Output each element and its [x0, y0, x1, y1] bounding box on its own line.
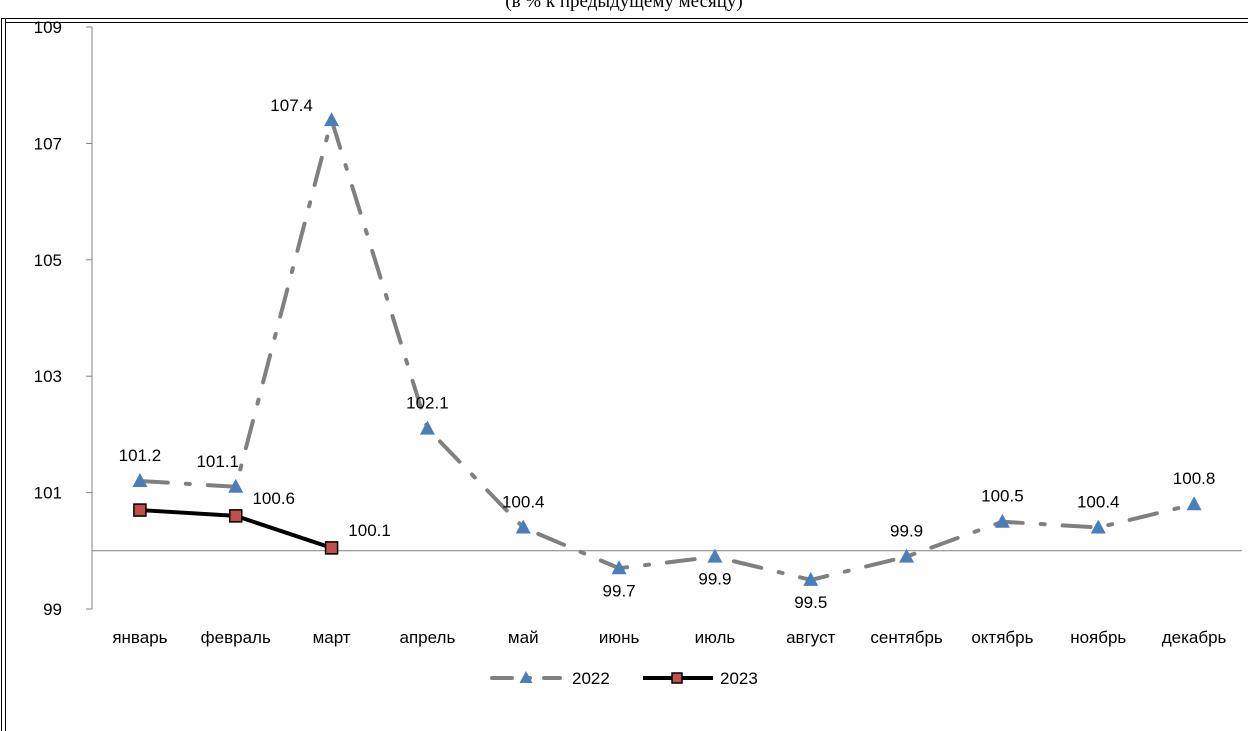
- x-tick-label: январь: [112, 628, 167, 647]
- x-axis: январь февраль март апрель май июнь июль август…: [92, 550, 1242, 647]
- series-line-2022: [137, 112, 1197, 582]
- data-label-2022: 99.7: [603, 581, 636, 600]
- point-marker-2022: [515, 519, 531, 534]
- series-lines: [132, 112, 1202, 586]
- point-marker-2022: [994, 513, 1010, 528]
- point-marker-2022: [611, 560, 627, 575]
- x-tick-label: июнь: [599, 628, 640, 647]
- legend-marker-2023: [671, 672, 683, 684]
- chart-subtitle: (в % к предыдущему месяцу): [505, 0, 743, 12]
- x-tick-label: октябрь: [971, 628, 1033, 647]
- data-label-2022: 99.9: [698, 570, 731, 589]
- x-tick-label: март: [313, 628, 351, 647]
- data-label-2022: 101.1: [196, 452, 239, 471]
- x-tick-label: сентябрь: [870, 628, 943, 647]
- data-label-2022: 107.4: [270, 96, 313, 115]
- legend: 2022 2023: [490, 669, 758, 688]
- point-marker-2022: [132, 472, 148, 487]
- point-marker-2023: [133, 503, 147, 517]
- x-tick-label: апрель: [400, 628, 456, 647]
- y-tick-label: 99: [43, 600, 62, 619]
- point-marker-2023: [229, 509, 243, 523]
- point-marker-2022: [707, 548, 723, 563]
- y-tick-label: 109: [34, 18, 62, 37]
- data-label-2022: 100.5: [981, 487, 1024, 506]
- point-marker-2022: [228, 478, 244, 493]
- data-label-2022: 99.9: [890, 522, 923, 541]
- point-marker-2022: [803, 571, 819, 586]
- point-marker-2022: [419, 420, 435, 435]
- y-axis: 99 101 103 105 107 109: [34, 18, 93, 619]
- x-tick-label: июль: [695, 628, 736, 647]
- x-tick-label: август: [786, 628, 835, 647]
- data-label-2023: 100.1: [348, 521, 391, 540]
- x-tick-label: ноябрь: [1070, 628, 1126, 647]
- x-tick-label: май: [508, 628, 539, 647]
- point-marker-2022: [899, 548, 915, 563]
- x-tick-label: декабрь: [1162, 628, 1227, 647]
- data-label-2022: 100.4: [1077, 493, 1120, 512]
- x-tick-label: февраль: [201, 628, 271, 647]
- legend-label-2023: 2023: [720, 669, 758, 688]
- data-label-2022: 102.1: [406, 394, 449, 413]
- y-tick-label: 107: [34, 134, 62, 153]
- point-marker-2022: [1090, 519, 1106, 534]
- legend-label-2022: 2022: [572, 669, 610, 688]
- data-label-2022: 101.2: [119, 446, 162, 465]
- y-tick-label: 101: [34, 484, 62, 503]
- point-marker-2022: [324, 112, 340, 127]
- data-labels: 101.2 101.1 107.4 102.1 100.4 99.7 99.9 99.5 99.…: [119, 96, 1216, 612]
- point-marker-2023: [324, 541, 339, 555]
- data-label-2022: 100.4: [502, 493, 545, 512]
- y-tick-label: 105: [34, 251, 62, 270]
- point-marker-2022: [1186, 496, 1202, 511]
- legend-marker-2022: [519, 671, 533, 683]
- y-tick-label: 103: [34, 367, 62, 386]
- data-label-2023: 100.6: [252, 489, 295, 508]
- data-label-2022: 99.5: [794, 593, 827, 612]
- data-label-2022: 100.8: [1173, 469, 1216, 488]
